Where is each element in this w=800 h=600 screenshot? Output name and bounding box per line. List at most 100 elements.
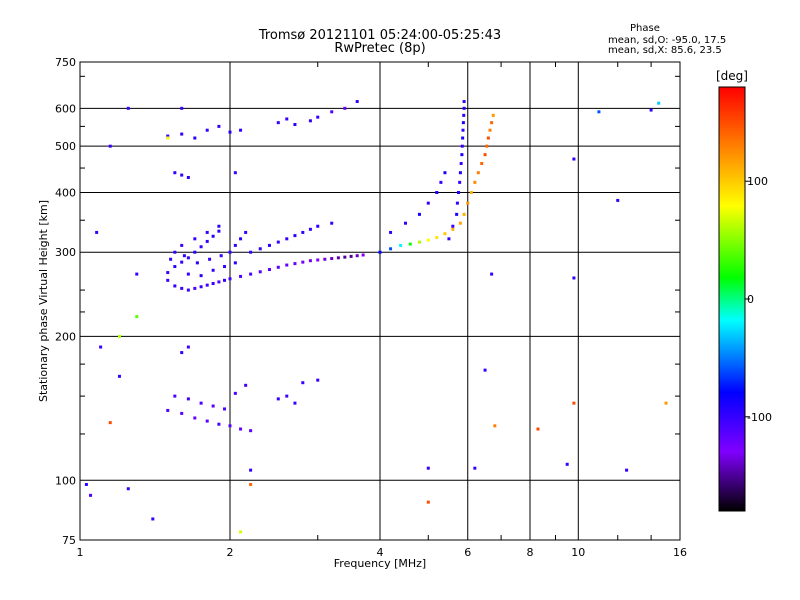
data-point (493, 424, 497, 428)
data-point (239, 237, 243, 241)
data-point (180, 106, 184, 110)
data-point (486, 136, 490, 140)
y-tick-label: 750 (55, 56, 76, 69)
data-point (193, 416, 197, 420)
data-point (135, 272, 139, 276)
data-point (443, 171, 447, 175)
colorbar-tick-label: 0 (747, 293, 754, 306)
data-point (180, 243, 184, 247)
plot-frame (79, 61, 681, 541)
y-tick-label: 100 (55, 474, 76, 487)
data-point (166, 271, 170, 275)
x-tick-label: 10 (571, 546, 585, 559)
data-point (151, 517, 155, 521)
data-point (473, 180, 477, 184)
data-point (301, 381, 305, 385)
data-point (435, 236, 439, 240)
data-point (480, 161, 484, 165)
data-point (126, 106, 130, 110)
data-point (597, 110, 601, 114)
data-point (426, 466, 430, 470)
data-point (186, 272, 190, 276)
data-point (455, 201, 459, 205)
data-point (193, 250, 197, 254)
data-point (193, 286, 197, 290)
data-point (330, 257, 334, 261)
data-point (173, 284, 177, 288)
data-point (293, 401, 297, 405)
data-point (117, 334, 121, 338)
data-point (89, 493, 93, 497)
data-point (649, 108, 653, 112)
data-point (491, 113, 495, 117)
data-point (572, 276, 576, 280)
data-point (205, 128, 209, 132)
data-point (233, 261, 237, 265)
data-point (117, 374, 121, 378)
data-point (228, 277, 232, 281)
data-point (349, 254, 353, 258)
y-axis-label: Stationary phase Virtual Height [km] (37, 200, 50, 402)
data-point (616, 198, 620, 202)
data-points (84, 100, 668, 534)
data-point (173, 394, 177, 398)
data-point (285, 394, 289, 398)
data-point (408, 242, 412, 246)
data-point (330, 221, 334, 225)
data-point (205, 230, 209, 234)
data-point (205, 283, 209, 287)
data-point (276, 240, 280, 244)
data-point (258, 247, 262, 251)
colorbar-tick-label: 100 (747, 175, 768, 188)
data-point (469, 190, 473, 194)
data-point (490, 272, 494, 276)
data-point (193, 136, 197, 140)
chart-title: Tromsø 20121101 05:24:00-05:25:43 (258, 28, 502, 43)
data-point (173, 265, 177, 269)
data-point (457, 190, 461, 194)
data-point (180, 411, 184, 415)
data-point (166, 136, 170, 140)
colorbar-ticks: 100 0 -100 (745, 175, 772, 424)
data-point (458, 221, 462, 225)
data-point (108, 144, 112, 148)
data-point (239, 274, 243, 278)
data-point (460, 153, 464, 157)
data-point (186, 288, 190, 292)
data-point (285, 117, 289, 121)
data-point (223, 407, 227, 411)
data-point (417, 240, 421, 244)
data-point (193, 237, 197, 241)
data-point (316, 258, 320, 262)
data-point (244, 230, 248, 234)
data-point (389, 230, 393, 234)
y-tick-label: 75 (62, 534, 76, 547)
y-tick-label: 200 (55, 330, 76, 343)
data-point (285, 263, 289, 267)
data-point (249, 429, 253, 433)
data-point (211, 268, 215, 272)
y-axis-ticks: 75 100 200 300 400 500 600 750 (55, 56, 680, 547)
data-point (460, 144, 464, 148)
data-point (276, 265, 280, 269)
data-point (565, 462, 569, 466)
data-point (458, 180, 462, 184)
data-point (186, 175, 190, 179)
data-point (276, 121, 280, 125)
data-point (308, 119, 312, 123)
y-tick-label: 600 (55, 102, 76, 115)
data-point (267, 268, 271, 272)
x-tick-label: 8 (527, 546, 534, 559)
data-point (323, 257, 327, 261)
data-point (435, 190, 439, 194)
data-point (417, 212, 421, 216)
y-tick-label: 300 (55, 246, 76, 259)
data-point (84, 482, 88, 486)
data-point (490, 121, 494, 125)
colorbar (718, 86, 746, 512)
data-point (447, 237, 451, 241)
data-point (343, 106, 347, 110)
data-point (233, 243, 237, 247)
y-tick-label: 500 (55, 140, 76, 153)
data-point (316, 115, 320, 119)
